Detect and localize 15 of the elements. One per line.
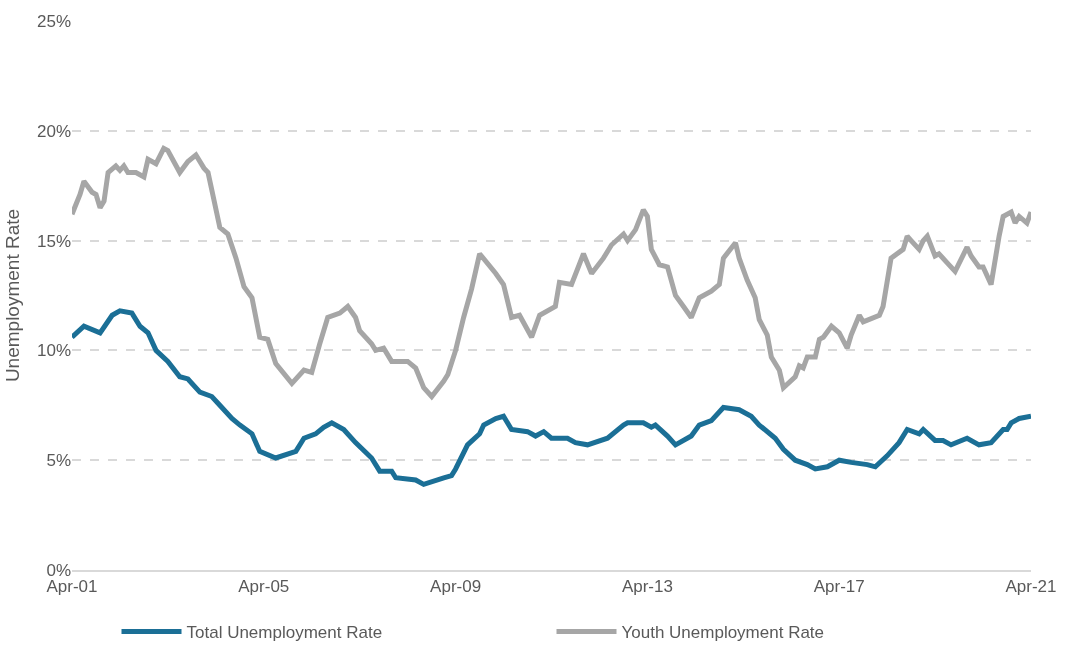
legend-label: Youth Unemployment Rate bbox=[621, 623, 825, 643]
y-tick-label: 15% bbox=[36, 231, 71, 251]
y-axis-title: Unemployment Rate bbox=[1, 208, 23, 383]
x-tick-label: Apr-01 bbox=[46, 577, 98, 597]
y-tick-label: 5% bbox=[46, 451, 71, 471]
legend-label: Total Unemployment Rate bbox=[186, 623, 383, 643]
x-tick-label: Apr-21 bbox=[1005, 577, 1057, 597]
x-tick-label: Apr-09 bbox=[430, 577, 482, 597]
x-tick-label: Apr-13 bbox=[621, 577, 673, 597]
y-tick-label: 0% bbox=[46, 560, 71, 580]
x-tick-label: Apr-05 bbox=[238, 577, 290, 597]
y-tick-label: 10% bbox=[36, 341, 71, 361]
y-tick-label: 20% bbox=[36, 121, 71, 141]
y-tick-label: 25% bbox=[36, 11, 71, 31]
x-tick-label: Apr-17 bbox=[813, 577, 865, 597]
